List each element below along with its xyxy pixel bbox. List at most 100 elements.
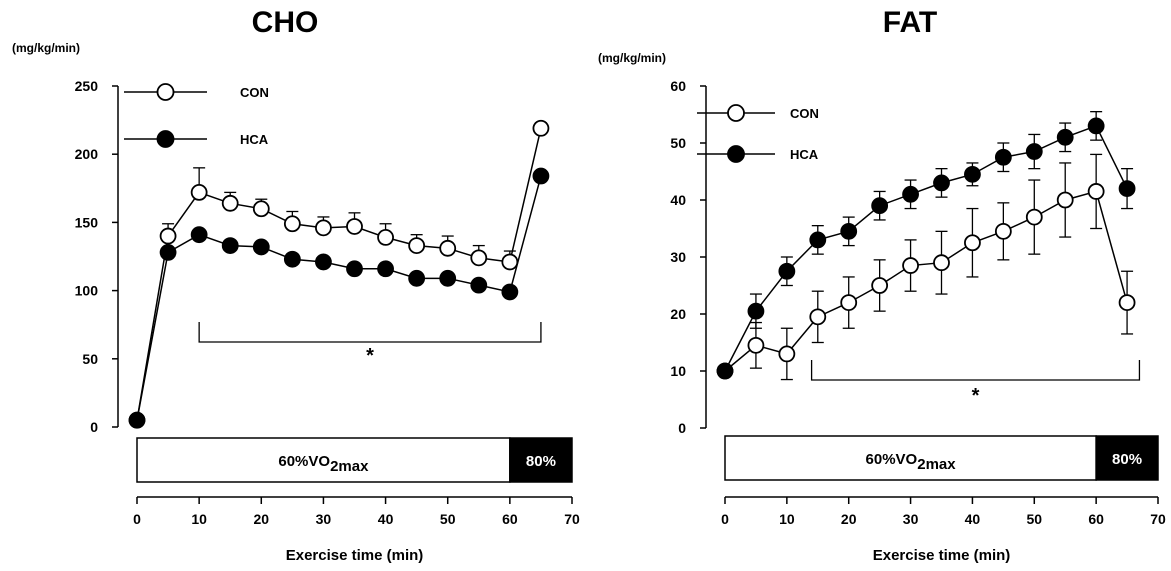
x-tick-label: 10 (779, 511, 795, 527)
data-point-hca (128, 411, 146, 429)
y-tick-label: 200 (75, 146, 99, 162)
data-point-hca (1118, 180, 1136, 198)
phase-label-subscript: 2max (330, 458, 369, 475)
phase-label: 80% (1112, 451, 1142, 468)
y-tick-label: 40 (670, 192, 686, 208)
data-point-con (871, 277, 889, 294)
x-tick-label: 40 (965, 511, 981, 527)
x-tick-label: 20 (253, 511, 269, 527)
data-point-hca (377, 260, 394, 278)
data-point-con (221, 194, 239, 212)
data-point-hca (1056, 128, 1074, 146)
phase-label: 80% (526, 453, 556, 470)
phase-label-main: 80% (1112, 451, 1142, 468)
x-tick-label: 70 (564, 511, 580, 527)
phase-bar-segment (509, 437, 573, 483)
data-point-con (1118, 294, 1136, 312)
data-point-hca (994, 148, 1012, 166)
legend-label-con: CON (790, 106, 819, 121)
data-point-con (190, 183, 208, 201)
data-point-con (902, 257, 919, 274)
significance-bracket (198, 322, 542, 343)
x-tick-label: 0 (133, 511, 141, 527)
data-point-hca (1087, 117, 1105, 135)
phase-label: 60%VO2max (278, 453, 369, 475)
data-point-hca (532, 167, 550, 185)
data-point-hca (871, 197, 889, 215)
x-tick-label: 60 (502, 511, 518, 527)
data-point-hca (716, 362, 734, 380)
x-tick-label: 50 (1026, 511, 1042, 527)
y-tick-label: 0 (678, 420, 686, 436)
phase-label-subscript: 2max (917, 456, 956, 473)
x-tick-label: 20 (841, 511, 857, 527)
data-point-hca (190, 226, 208, 244)
data-point-con (747, 336, 765, 354)
data-point-hca (747, 302, 765, 320)
data-point-con (840, 294, 858, 312)
data-point-hca (933, 174, 950, 192)
data-point-hca (283, 250, 301, 268)
legend-label-con: CON (240, 85, 269, 100)
y-tick-label: 100 (75, 283, 99, 299)
y-axis-unit-label: (mg/kg/min) (598, 51, 666, 65)
data-point-hca (221, 237, 239, 254)
data-point-hca (809, 231, 827, 249)
x-tick-label: 30 (316, 511, 332, 527)
y-axis-unit-label: (mg/kg/min) (12, 41, 80, 55)
y-tick-label: 30 (670, 249, 686, 265)
data-point-hca (902, 185, 919, 203)
legend-label-hca: HCA (790, 147, 819, 162)
legend-marker-con (727, 104, 745, 122)
data-point-con (283, 215, 301, 233)
phase-bar-segment (724, 435, 1097, 481)
data-point-con (778, 345, 796, 363)
data-point-con (1087, 183, 1105, 200)
significance-star: * (972, 385, 980, 407)
x-tick-label: 70 (1150, 511, 1166, 527)
data-point-con (408, 237, 426, 254)
x-axis-label: Exercise time (min) (286, 547, 424, 564)
data-point-con (1025, 208, 1043, 226)
y-tick-label: 150 (75, 214, 99, 230)
data-point-hca (252, 238, 270, 256)
y-tick-label: 10 (670, 363, 686, 379)
legend-label-hca: HCA (240, 132, 269, 147)
data-point-con (470, 249, 488, 267)
data-point-con (1056, 191, 1074, 209)
data-point-hca (439, 269, 457, 287)
data-point-con (809, 308, 827, 326)
phase-label-main: 80% (526, 453, 556, 470)
data-point-hca (501, 283, 519, 301)
chart-panel-cho: CHO (mg/kg/min) 0 50 100 150 200 250 CON HCA * 60%V… (12, 6, 580, 564)
legend-marker-con (156, 83, 175, 101)
data-point-con (994, 222, 1012, 240)
chart-title: FAT (883, 6, 937, 39)
y-tick-label: 50 (82, 351, 98, 367)
x-axis-label: Exercise time (min) (873, 547, 1011, 564)
significance-bracket (810, 360, 1141, 381)
chart-title: CHO (252, 6, 319, 39)
data-point-con (501, 253, 519, 271)
data-point-hca (840, 222, 858, 240)
significance-star: * (366, 345, 374, 367)
legend-marker-hca (156, 130, 175, 148)
data-point-hca (470, 276, 488, 294)
y-tick-label: 60 (670, 78, 686, 94)
data-point-hca (778, 262, 796, 280)
x-tick-label: 0 (721, 511, 729, 527)
data-point-hca (964, 165, 981, 183)
data-point-hca (408, 269, 426, 287)
data-point-con (532, 119, 550, 137)
data-point-hca (1025, 143, 1043, 160)
x-tick-label: 30 (903, 511, 919, 527)
y-tick-label: 20 (670, 306, 686, 322)
data-point-hca (346, 260, 363, 278)
legend-marker-hca (727, 145, 745, 163)
y-tick-label: 250 (75, 78, 99, 94)
phase-label: 60%VO2max (866, 451, 957, 473)
phase-label-main: 60%VO (866, 451, 918, 468)
data-point-con (252, 200, 270, 218)
